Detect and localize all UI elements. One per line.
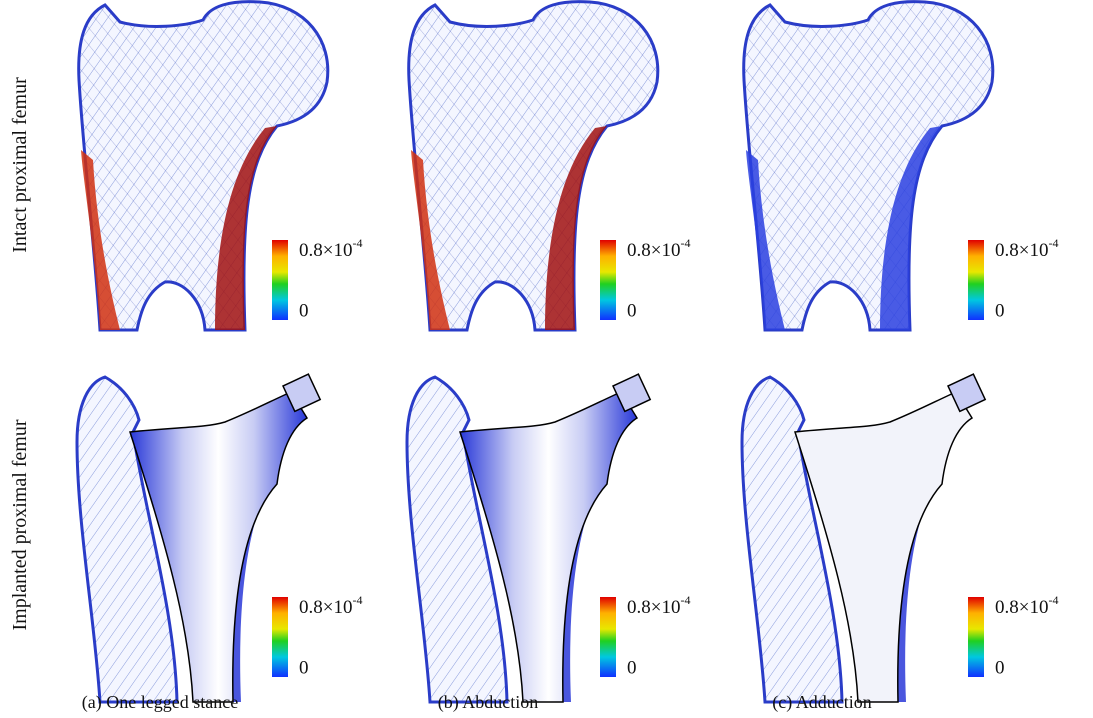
panel: 0.8×10-4 0 [79, 2, 363, 330]
trabecular-lines [744, 2, 993, 330]
colorbar-min-label: 0 [299, 300, 309, 321]
colorbar-max-label: 0.8×10-4 [995, 236, 1058, 262]
caption: (b) Abduction [438, 692, 539, 713]
colorbar-max-exponent: -4 [352, 593, 362, 607]
colorbar-max-label: 0.8×10-4 [995, 593, 1058, 619]
colorbar-max-label: 0.8×10-4 [299, 236, 362, 262]
colorbar [600, 597, 616, 677]
page: {"row_labels": ["Intact proximal femur",… [0, 0, 1093, 718]
colorbar-max-base: 0.8×10 [995, 597, 1048, 618]
panel: 0.8×10-4 0 [77, 374, 362, 702]
colorbar-max-label: 0.8×10-4 [627, 593, 690, 619]
colorbar-min-label: 0 [627, 657, 637, 678]
colorbar [968, 597, 984, 677]
colorbar-max-label: 0.8×10-4 [299, 593, 362, 619]
panel: 0.8×10-4 0 [742, 374, 1058, 702]
colorbar [600, 240, 616, 320]
colorbar-max-base: 0.8×10 [299, 597, 352, 618]
figure: 0.8×10-400.8×10-400.8×10-400.8×10-400.8×… [0, 0, 1093, 718]
caption: (c) Adduction [772, 692, 871, 713]
trabecular-lines [79, 2, 328, 330]
colorbar-max-base: 0.8×10 [627, 240, 680, 261]
colorbar [272, 597, 288, 677]
colorbar-max-base: 0.8×10 [627, 597, 680, 618]
panel: 0.8×10-4 0 [407, 374, 690, 702]
colorbar-min-label: 0 [627, 300, 637, 321]
row-label: Implanted proximal femur [9, 419, 31, 630]
colorbar [968, 240, 984, 320]
colorbar [272, 240, 288, 320]
colorbar-max-base: 0.8×10 [299, 240, 352, 261]
colorbar-max-exponent: -4 [352, 236, 362, 250]
colorbar-max-exponent: -4 [1048, 593, 1058, 607]
panel: 0.8×10-4 0 [409, 2, 691, 330]
colorbar-min-label: 0 [995, 657, 1005, 678]
colorbar-max-exponent: -4 [680, 593, 690, 607]
colorbar-max-base: 0.8×10 [995, 240, 1048, 261]
panel: 0.8×10-4 0 [744, 2, 1059, 330]
row-label: Intact proximal femur [9, 77, 31, 253]
caption: (a) One legged stance [82, 692, 238, 713]
colorbar-min-label: 0 [299, 657, 309, 678]
trabecular-lines [409, 2, 658, 330]
colorbar-min-label: 0 [995, 300, 1005, 321]
colorbar-max-label: 0.8×10-4 [627, 236, 690, 262]
colorbar-max-exponent: -4 [1048, 236, 1058, 250]
colorbar-max-exponent: -4 [680, 236, 690, 250]
